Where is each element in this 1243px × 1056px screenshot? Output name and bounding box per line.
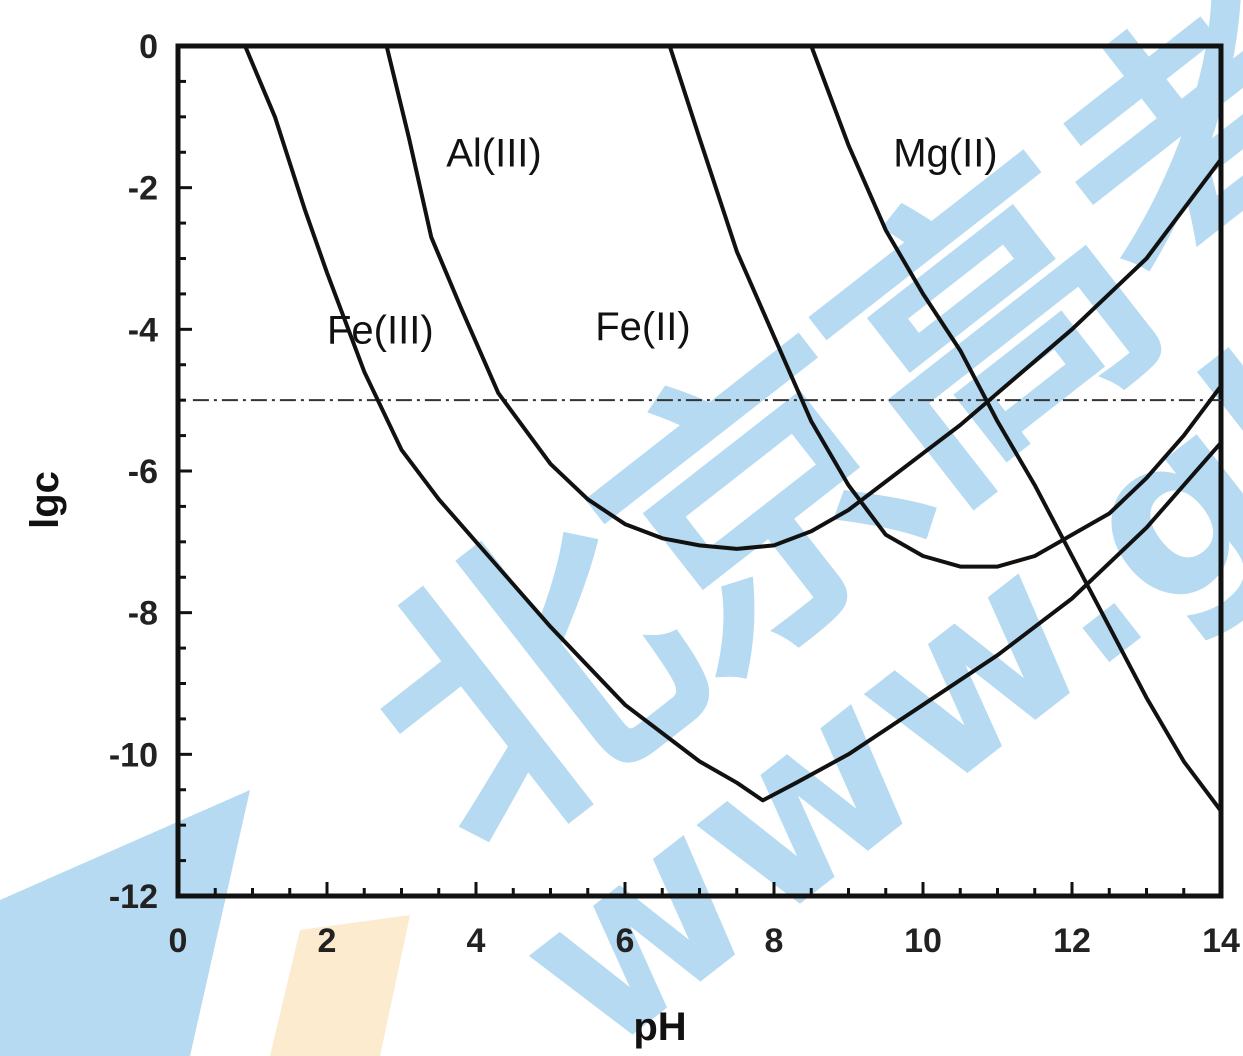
x-tick-label: 12 <box>1053 922 1091 960</box>
watermark-swoosh-orange <box>270 915 410 1056</box>
y-tick-label: -10 <box>109 736 158 774</box>
x-tick-label: 8 <box>765 922 784 960</box>
series-line-al-iii <box>384 44 1223 551</box>
x-tick-label: 14 <box>1202 922 1240 960</box>
series-label: Mg(II) <box>893 131 997 175</box>
y-tick-label: -2 <box>128 170 158 208</box>
series-line-fe-iii <box>243 44 1223 803</box>
x-axis-title: pH <box>633 1005 686 1049</box>
watermark-swoosh-blue <box>0 790 250 1056</box>
series-label: Al(III) <box>446 131 542 175</box>
axis-ticks <box>176 44 1223 898</box>
y-tick-label: -8 <box>128 595 158 633</box>
series-label: Fe(III) <box>327 308 434 352</box>
series-labels: Fe(III) Al(III) Fe(II) Mg(II) <box>327 131 998 352</box>
x-tick-label: 0 <box>169 922 188 960</box>
axis-tick-labels: 0 2 4 6 8 10 12 14 0 -2 -4 -6 -8 -10 -12 <box>109 28 1240 960</box>
x-tick-label: 10 <box>904 922 942 960</box>
series-line-mg-ii <box>809 44 1223 813</box>
y-tick-label: -12 <box>109 878 158 916</box>
y-tick-label: 0 <box>139 28 158 66</box>
x-tick-label: 4 <box>467 922 486 960</box>
series-label: Fe(II) <box>595 305 691 349</box>
series-curves <box>243 44 1223 813</box>
x-tick-label: 2 <box>318 922 337 960</box>
series-line-fe-ii <box>667 44 1223 569</box>
y-tick-label: -4 <box>128 311 158 349</box>
y-axis-title: lgc <box>23 471 67 529</box>
x-tick-label: 6 <box>616 922 635 960</box>
y-tick-label: -6 <box>128 453 158 491</box>
